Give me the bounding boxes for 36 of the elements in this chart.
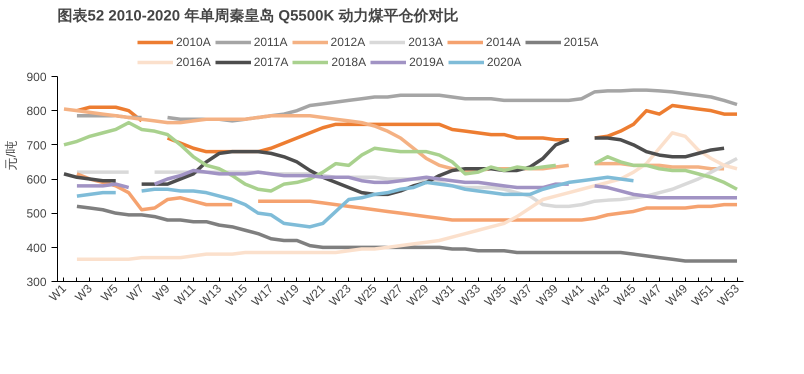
y-tick-label: 400 [26,240,47,255]
y-tick-label: 800 [26,104,47,118]
x-tick-label: W39 [533,281,561,309]
legend-label: 2013A [408,35,443,49]
x-tick-label: W11 [172,281,199,308]
x-tick-label: W31 [430,281,458,309]
y-tick-label: 300 [26,275,47,289]
x-tick-label: W21 [300,281,328,309]
y-tick-label: 700 [26,138,47,152]
legend-label: 2012A [330,35,366,49]
legend-label: 2017A [254,55,288,69]
line-series [75,131,739,262]
chart-title: 图表52 2010-2020 年单周秦皇岛 Q5500K 动力煤平仓价对比 [58,8,458,24]
legend-label: 2011A [254,35,288,49]
legend-label: 2020A [486,55,522,69]
y-tick-label: 600 [26,172,47,186]
x-tick-label: W7 [124,281,147,304]
x-tick-label: W49 [662,281,690,309]
y-axis-title: 元/吨 [3,140,18,170]
y-tick-label: 900 [26,70,47,84]
x-tick-label: W3 [72,281,96,304]
x-tick-label: W29 [404,281,432,309]
legend-label: 2018A [331,55,366,69]
x-tick-label: W51 [688,281,716,309]
line-series [75,204,739,263]
legend-label: 2016A [176,55,211,69]
x-tick-label: W41 [559,281,587,309]
legend-label: 2019A [409,55,444,69]
legend-label: 2014A [486,35,521,49]
x-tick-label: W5 [98,281,121,304]
x-tick-label: W19 [274,281,302,309]
legend-label: 2015A [564,35,598,49]
y-tick-label: 500 [26,206,47,221]
x-tick-label: W9 [150,281,173,304]
legend-label: 2010A [176,35,211,49]
x-tick-label: W1 [46,281,70,304]
